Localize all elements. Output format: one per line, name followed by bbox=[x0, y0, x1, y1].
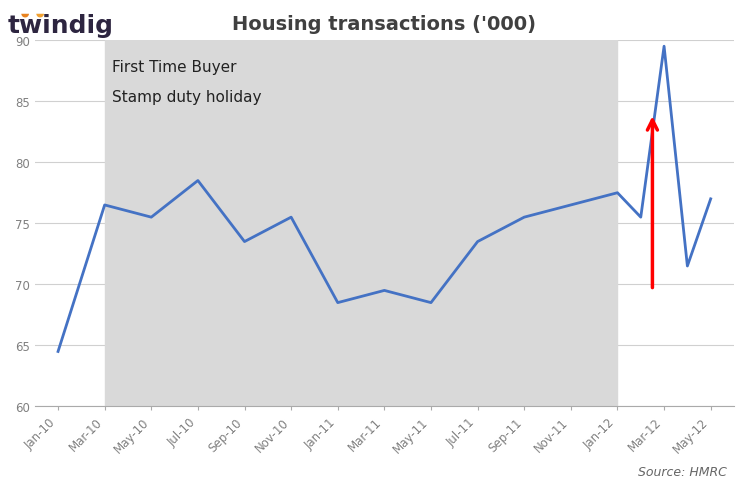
Text: First Time Buyer: First Time Buyer bbox=[112, 60, 236, 74]
Text: ◖: ◖ bbox=[36, 12, 46, 17]
Text: Stamp duty holiday: Stamp duty holiday bbox=[112, 90, 261, 105]
Bar bbox=[105, 41, 617, 407]
Text: Source: HMRC: Source: HMRC bbox=[637, 465, 727, 478]
Text: ◖: ◖ bbox=[20, 12, 30, 17]
Title: Housing transactions ('000): Housing transactions ('000) bbox=[232, 15, 536, 34]
Text: twindig: twindig bbox=[7, 14, 114, 38]
